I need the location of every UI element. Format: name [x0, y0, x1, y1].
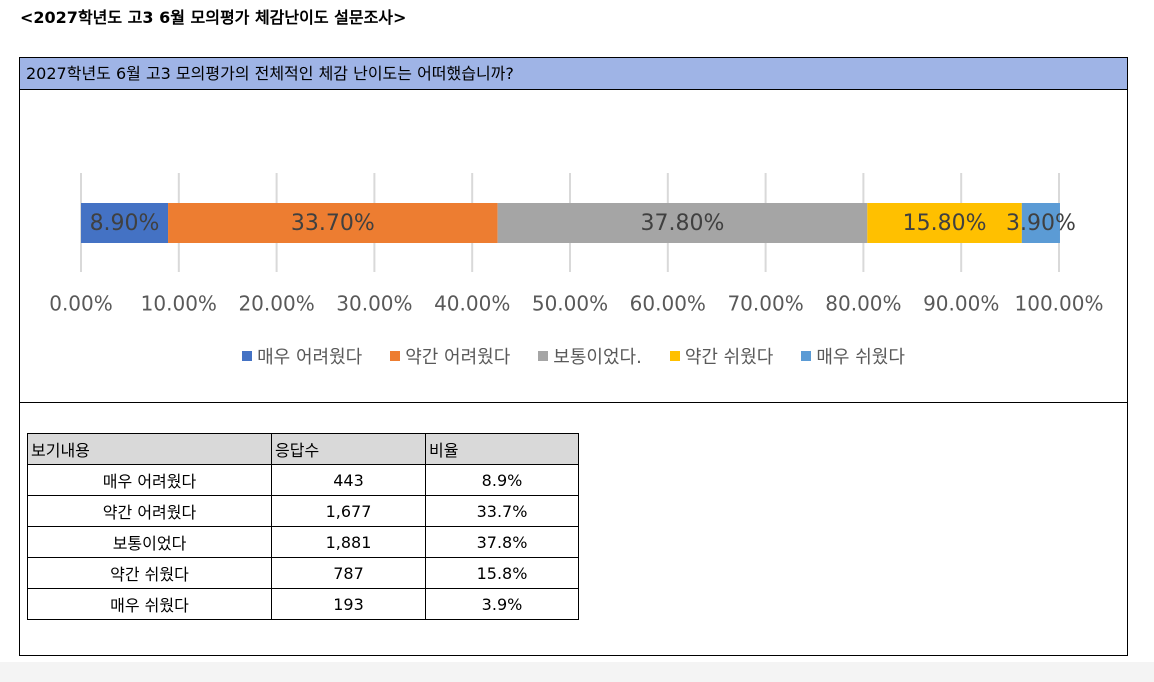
- table-cell: 443: [271, 464, 426, 496]
- table-row: 매우 어려웠다 443 8.9%: [27, 464, 579, 496]
- data-label: 37.80%: [641, 211, 725, 236]
- legend-label: 보통이었다.: [553, 347, 642, 368]
- table-cell: 매우 어려웠다: [27, 464, 272, 496]
- x-tick-label: 10.00%: [141, 292, 217, 316]
- table-cell: 보통이었다: [27, 526, 272, 558]
- table-row: 매우 쉬웠다 193 3.9%: [27, 588, 579, 620]
- x-tick-label: 50.00%: [532, 292, 608, 316]
- table-cell: 787: [271, 557, 426, 589]
- x-tick-label: 70.00%: [727, 292, 803, 316]
- legend-label: 매우 어려웠다: [257, 347, 363, 368]
- x-tick-label: 20.00%: [238, 292, 314, 316]
- legend-swatch: [669, 351, 680, 361]
- legend-item: 약간 쉬웠다: [669, 343, 774, 369]
- table-cell: 15.8%: [425, 557, 579, 589]
- data-label: 33.70%: [291, 211, 375, 236]
- bar-segment: [867, 203, 1022, 243]
- x-tick-label: 60.00%: [630, 292, 706, 316]
- table-row: 보통이었다 1,881 37.8%: [27, 526, 579, 558]
- x-tick-label: 30.00%: [336, 292, 412, 316]
- legend-swatch: [538, 351, 549, 361]
- legend-item: 보통이었다.: [538, 343, 642, 369]
- data-label: 3.90%: [1006, 211, 1076, 236]
- legend-item: 매우 어려웠다: [242, 343, 362, 369]
- legend-label: 약간 어려웠다: [405, 347, 511, 368]
- legend-swatch: [801, 351, 812, 361]
- x-tick-label: 100.00%: [1015, 292, 1104, 316]
- data-label: 8.90%: [90, 211, 160, 236]
- legend-swatch: [390, 351, 401, 361]
- header-cell: 응답수: [271, 433, 426, 465]
- table-cell: 1,677: [271, 495, 426, 527]
- header-cell: 보기내용: [27, 433, 272, 465]
- bar-segment: [1021, 203, 1060, 243]
- table-row: 약간 쉬웠다 787 15.8%: [27, 557, 579, 589]
- table-cell: 1,881: [271, 526, 426, 558]
- survey-box: 0.00% 10.00% 20.00% 30.00% 40.00% 50.00% 60.00…: [19, 57, 1128, 656]
- table-row: 약간 어려웠다 1,677 33.7%: [27, 495, 579, 527]
- table-cell: 193: [271, 588, 426, 620]
- bar-segment: [81, 203, 169, 243]
- legend-item: 약간 어려웠다: [390, 343, 510, 369]
- table-cell: 33.7%: [425, 495, 579, 527]
- page-title: <2027학년도 고3 6월 모의평가 체감난이도 설문조사>: [20, 8, 407, 27]
- table-body: 매우 어려웠다 443 8.9% 약간 어려웠다 1,677 33.7% 보통이었다 1,88…: [27, 464, 579, 620]
- x-tick-label: 40.00%: [434, 292, 510, 316]
- legend-item: 매우 쉬웠다: [801, 343, 905, 369]
- bar-segment: [497, 203, 868, 243]
- table-cell: 매우 쉬웠다: [27, 588, 272, 620]
- table-cell: 37.8%: [425, 526, 579, 558]
- x-tick-label: 0.00%: [49, 292, 113, 316]
- chart-title: 2027학년도 6월 고3 모의평가의 전체적인 체감 난이도는 어떠했습니까?: [20, 58, 1127, 90]
- table-cell: 3.9%: [425, 588, 579, 620]
- table-header: 보기내용 응답수 비율: [27, 433, 579, 465]
- footer-strip: [0, 662, 1154, 682]
- table-cell: 약간 쉬웠다: [27, 557, 272, 589]
- table-cell: 약간 어려웠다: [27, 495, 272, 527]
- x-tick-label: 90.00%: [923, 292, 999, 316]
- legend-label: 매우 쉬웠다: [816, 347, 905, 368]
- legend: 매우 어려웠다 약간 어려웠다 보통이었다. 약간 쉬웠다 매우 쉬웠다: [20, 343, 1127, 369]
- divider: [20, 402, 1127, 403]
- legend-label: 약간 쉬웠다: [684, 347, 774, 368]
- bar-segment: [168, 203, 498, 243]
- chart: 0.00% 10.00% 20.00% 30.00% 40.00% 50.00% 60.00…: [49, 173, 1104, 316]
- x-tick-label: 80.00%: [825, 292, 901, 316]
- header-cell: 비율: [425, 433, 579, 465]
- table-cell: 8.9%: [425, 464, 579, 496]
- legend-swatch: [242, 351, 253, 361]
- result-table: 보기내용 응답수 비율 매우 어려웠다 443 8.9% 약간 어려웠다 1,677 33.7%…: [27, 433, 579, 620]
- data-label: 15.80%: [903, 211, 987, 236]
